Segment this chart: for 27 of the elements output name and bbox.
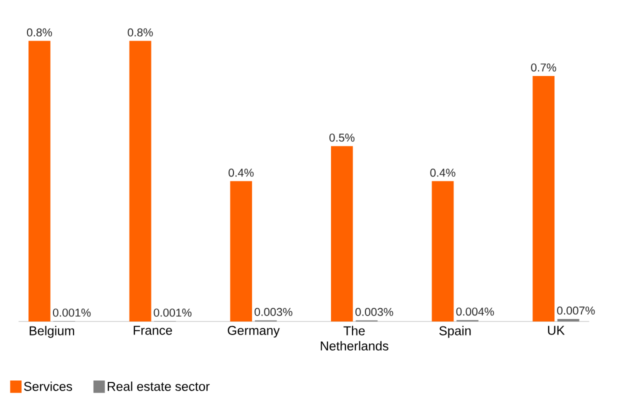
data-label: 0.4% <box>228 168 254 177</box>
legend-label: Real estate sector <box>108 382 210 392</box>
legend-label: Services <box>24 382 72 392</box>
x-tick-label: France <box>134 326 172 336</box>
data-label: 0.004% <box>456 308 494 316</box>
x-tick-label: Belgium <box>30 326 74 338</box>
data-label: 0.7% <box>531 64 556 72</box>
data-label: 0.001% <box>154 308 192 317</box>
bar <box>532 76 555 322</box>
x-tick-label: The Netherlands <box>320 326 388 351</box>
data-label: 0.4% <box>430 168 456 177</box>
data-label: 0.007% <box>557 306 595 315</box>
bar <box>330 146 353 322</box>
bar <box>557 319 580 322</box>
data-label: 0.8% <box>26 28 52 37</box>
x-tick-label: UK <box>548 326 565 336</box>
bar <box>230 181 252 322</box>
bar <box>129 41 152 322</box>
x-tick-label: Spain <box>439 326 471 338</box>
data-label: 0.001% <box>52 308 91 317</box>
data-label: 0.003% <box>355 308 394 316</box>
x-tick-label: Germany <box>228 326 280 338</box>
bar <box>432 181 454 322</box>
bar <box>28 41 50 322</box>
data-label: 0.5% <box>329 134 354 142</box>
data-label: 0.8% <box>128 28 153 37</box>
data-label: 0.003% <box>254 308 292 316</box>
